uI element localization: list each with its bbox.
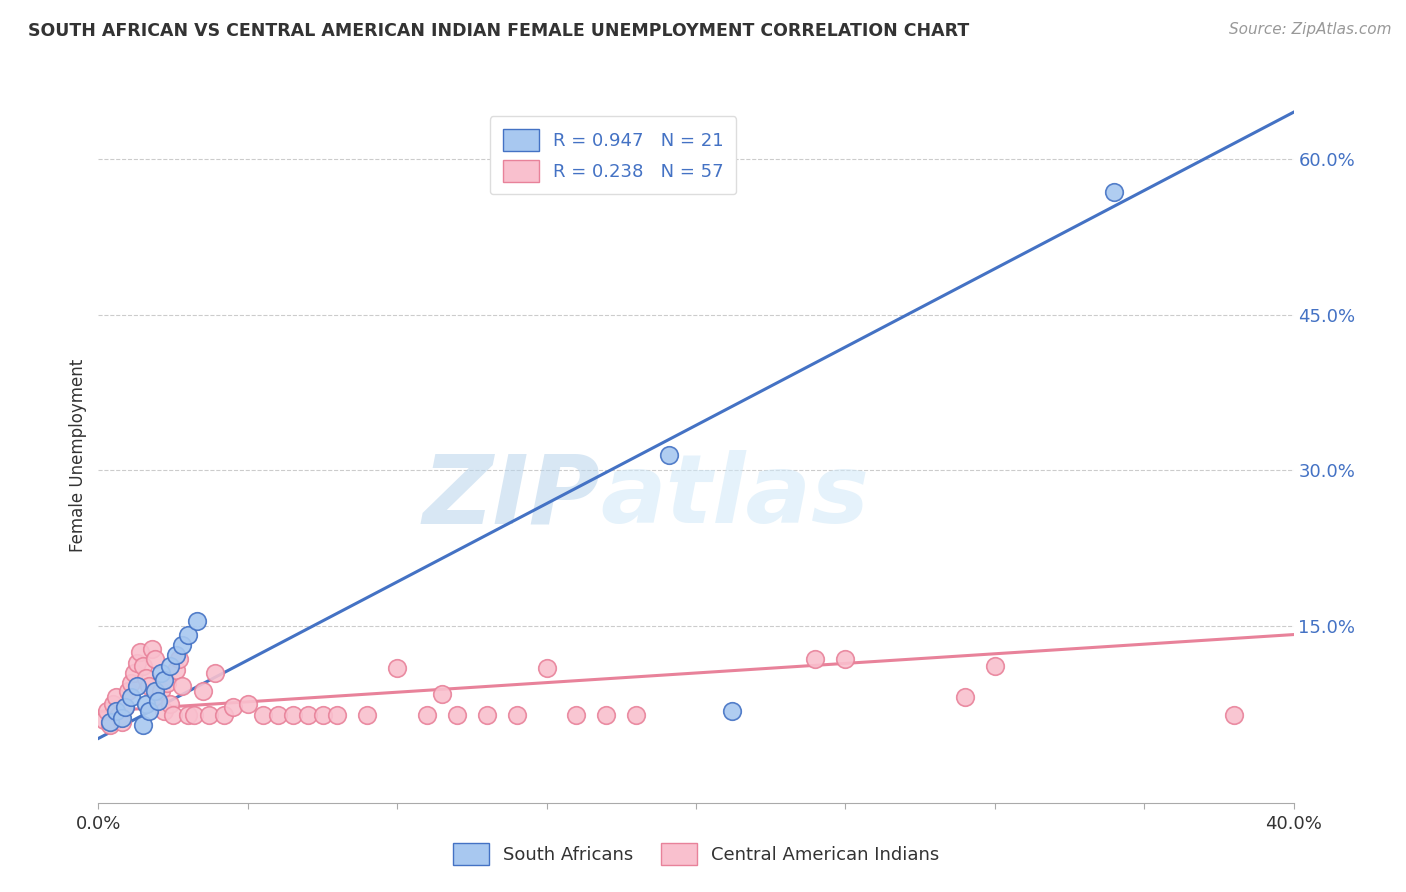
Point — [385, 661, 409, 675]
Point — [565, 707, 588, 722]
Point — [191, 683, 214, 698]
Point — [536, 661, 558, 675]
Point — [183, 707, 205, 722]
Point — [132, 658, 155, 673]
Point — [252, 707, 274, 722]
Point — [148, 694, 170, 708]
Point — [135, 671, 157, 685]
Point — [127, 656, 149, 670]
Point — [297, 707, 319, 722]
Point — [204, 665, 226, 680]
Point — [430, 687, 453, 701]
Point — [93, 713, 115, 727]
Point — [416, 707, 439, 722]
Point — [129, 645, 152, 659]
Point — [108, 707, 131, 722]
Point — [326, 707, 349, 722]
Point — [172, 680, 194, 694]
Point — [1104, 185, 1126, 199]
Point — [446, 707, 468, 722]
Point — [475, 707, 498, 722]
Point — [506, 707, 529, 722]
Point — [165, 663, 187, 677]
Point — [114, 700, 136, 714]
Point — [120, 690, 142, 704]
Point — [177, 627, 200, 641]
Text: atlas: atlas — [600, 450, 869, 543]
Point — [953, 690, 976, 704]
Point — [186, 614, 208, 628]
Point — [148, 694, 170, 708]
Point — [162, 707, 184, 722]
Point — [281, 707, 304, 722]
Point — [150, 665, 173, 680]
Text: SOUTH AFRICAN VS CENTRAL AMERICAN INDIAN FEMALE UNEMPLOYMENT CORRELATION CHART: SOUTH AFRICAN VS CENTRAL AMERICAN INDIAN… — [28, 22, 969, 40]
Point — [120, 676, 142, 690]
Point — [267, 707, 290, 722]
Point — [198, 707, 221, 722]
Legend: South Africans, Central American Indians: South Africans, Central American Indians — [440, 830, 952, 877]
Point — [721, 705, 744, 719]
Point — [143, 683, 166, 698]
Point — [1223, 707, 1246, 722]
Point — [159, 697, 181, 711]
Point — [167, 652, 190, 666]
Point — [236, 697, 259, 711]
Point — [114, 700, 136, 714]
Point — [222, 700, 245, 714]
Point — [150, 683, 173, 698]
Point — [117, 683, 139, 698]
Text: ZIP: ZIP — [422, 450, 600, 543]
Point — [100, 714, 122, 729]
Point — [111, 714, 134, 729]
Point — [153, 705, 176, 719]
Point — [103, 697, 125, 711]
Point — [626, 707, 648, 722]
Point — [165, 648, 187, 663]
Point — [658, 448, 681, 462]
Point — [96, 705, 118, 719]
Point — [143, 652, 166, 666]
Point — [135, 697, 157, 711]
Point — [311, 707, 333, 722]
Point — [127, 680, 149, 694]
Point — [804, 652, 827, 666]
Point — [159, 658, 181, 673]
Point — [105, 705, 128, 719]
Point — [138, 705, 160, 719]
Text: Source: ZipAtlas.com: Source: ZipAtlas.com — [1229, 22, 1392, 37]
Y-axis label: Female Unemployment: Female Unemployment — [69, 359, 87, 551]
Point — [100, 718, 122, 732]
Point — [212, 707, 235, 722]
Point — [834, 652, 856, 666]
Point — [132, 718, 155, 732]
Point — [138, 680, 160, 694]
Point — [595, 707, 617, 722]
Point — [141, 642, 163, 657]
Point — [156, 676, 179, 690]
Point — [105, 690, 128, 704]
Point — [111, 711, 134, 725]
Point — [177, 707, 200, 722]
Point — [172, 638, 194, 652]
Point — [356, 707, 378, 722]
Point — [984, 658, 1007, 673]
Point — [153, 673, 176, 688]
Point — [124, 665, 146, 680]
